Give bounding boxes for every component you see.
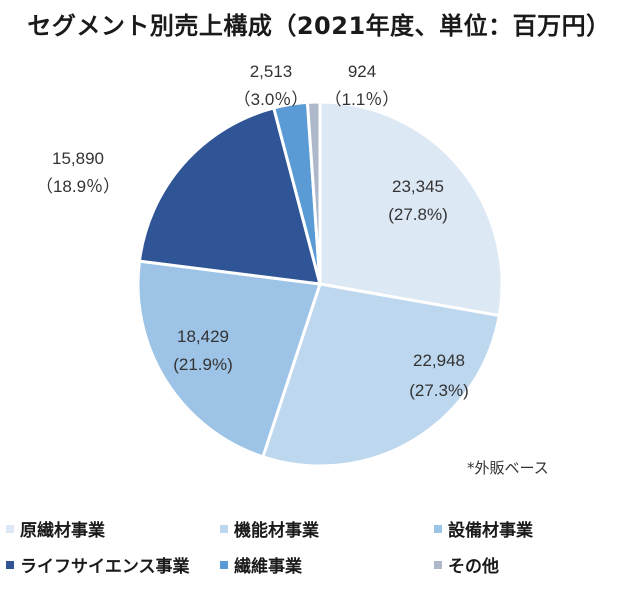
pie-slice — [137, 106, 323, 286]
chart-title: セグメント別売上構成（2021年度、単位：百万円） — [27, 12, 611, 40]
legend-item: ライフサイエンス事業 — [6, 552, 190, 577]
legend-item: 繊維事業 — [220, 552, 302, 577]
slice-value-label: 2,513 — [250, 62, 293, 81]
legend-item: 原繊材事業 — [6, 516, 105, 541]
slice-percent-label: （18.9％） — [36, 177, 120, 196]
pie-slices — [136, 100, 504, 468]
legend-item: その他 — [434, 552, 499, 577]
legend-swatch — [434, 560, 442, 569]
legend-label: 機能材事業 — [234, 521, 319, 541]
slice-value-label: 15,890 — [52, 149, 104, 168]
data-labels: 23,345 (27.8%) 22,948 (27.3%) 18,429 (21.9%) 1… — [36, 62, 469, 400]
slice-percent-label: （1.1％） — [325, 90, 400, 109]
pie-slice — [318, 100, 504, 318]
slice-value-label: 22,948 — [413, 351, 465, 370]
legend-swatch — [6, 560, 14, 569]
legend-swatch — [6, 524, 14, 533]
legend: 原繊材事業 機能材事業 設備材事業ライフサイエンス事業 繊維事業 その他 — [6, 516, 638, 586]
legend-swatch — [434, 524, 442, 533]
pie-slice — [305, 100, 322, 285]
legend-item: 機能材事業 — [220, 516, 319, 541]
pie-chart: 23,345 (27.8%) 22,948 (27.3%) 18,429 (21.9%) 1… — [36, 62, 504, 468]
legend-label: 原繊材事業 — [20, 521, 105, 541]
slice-percent-label: (27.8%) — [388, 205, 448, 224]
legend-swatch — [220, 524, 228, 533]
pie-slice — [136, 259, 322, 459]
slice-value-label: 23,345 — [392, 177, 444, 196]
slice-value-label: 924 — [348, 62, 376, 81]
legend-label: 繊維事業 — [234, 557, 302, 577]
pie-slice — [261, 282, 501, 468]
slice-percent-label: （3.0％） — [234, 90, 309, 109]
legend-item: 設備材事業 — [434, 516, 533, 541]
legend-label: ライフサイエンス事業 — [20, 557, 190, 577]
legend-swatch — [220, 560, 228, 569]
basis-note: *外販ベース — [467, 459, 549, 477]
slice-value-label: 18,429 — [177, 327, 229, 346]
legend-label: その他 — [448, 557, 499, 577]
slice-percent-label: (21.9%) — [173, 355, 233, 374]
legend-label: 設備材事業 — [448, 521, 533, 541]
slice-percent-label: (27.3%) — [409, 381, 469, 400]
